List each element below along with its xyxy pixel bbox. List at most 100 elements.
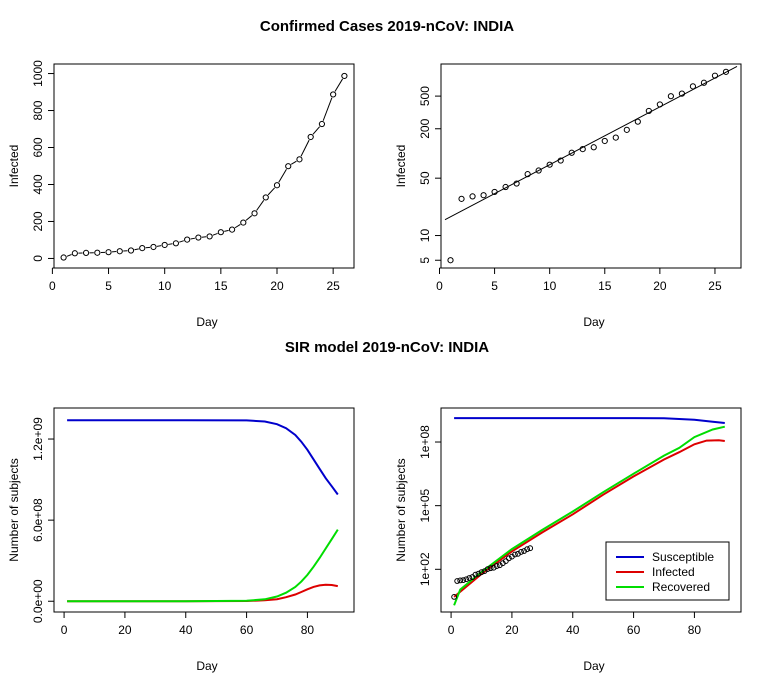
connector-segment bbox=[134, 248, 139, 251]
x-tick-label: 40 bbox=[566, 623, 580, 637]
data-point bbox=[184, 236, 191, 243]
x-tick-label: 60 bbox=[240, 623, 254, 637]
x-tick-label: 20 bbox=[653, 279, 667, 293]
y-tick-label: 200 bbox=[418, 118, 432, 138]
y-tick-label: 50 bbox=[418, 171, 432, 185]
y-tick-label: 1e+05 bbox=[418, 488, 432, 522]
connector-segment bbox=[278, 168, 287, 183]
connector-segment bbox=[224, 229, 229, 232]
chart-top-right: 0 5 10 15 20 25 5 10 50 200 500 Day Infected bbox=[394, 63, 742, 329]
data-point bbox=[656, 101, 663, 108]
x-tick-label: 20 bbox=[118, 623, 132, 637]
observed-point bbox=[475, 570, 482, 577]
x-axis-label: Day bbox=[196, 315, 217, 329]
observed-point bbox=[521, 548, 527, 554]
x-tick-label: 10 bbox=[158, 279, 172, 293]
observed-point bbox=[518, 549, 524, 555]
x-tick-label: 15 bbox=[598, 279, 612, 293]
connector-segment bbox=[322, 97, 333, 121]
data-point bbox=[590, 144, 597, 151]
data-point bbox=[579, 146, 586, 153]
observed-point bbox=[484, 566, 491, 573]
data-point bbox=[469, 193, 476, 200]
data-point bbox=[689, 83, 697, 90]
series-line-recovered bbox=[67, 529, 339, 603]
data-point bbox=[330, 91, 337, 98]
observed-point bbox=[451, 594, 458, 600]
data-point bbox=[513, 180, 520, 187]
series-line-infected bbox=[453, 439, 725, 598]
data-point bbox=[228, 226, 236, 233]
observed-point bbox=[457, 577, 464, 584]
data-point bbox=[195, 234, 202, 241]
plot-area bbox=[67, 419, 339, 603]
connector-segment bbox=[190, 237, 196, 240]
y-tick-label: 600 bbox=[31, 137, 45, 157]
data-point bbox=[524, 171, 531, 178]
y-tick-label: 5 bbox=[418, 257, 432, 264]
y-tick-label: 800 bbox=[31, 100, 45, 120]
observed-point bbox=[524, 546, 531, 553]
x-tick-label: 5 bbox=[491, 279, 498, 293]
x-tick-label: 0 bbox=[436, 279, 443, 293]
connector-segment bbox=[267, 187, 275, 196]
y-tick-label: 1000 bbox=[31, 60, 45, 87]
connector-segment bbox=[245, 215, 253, 221]
y-tick-label: 1e+08 bbox=[418, 425, 432, 459]
connector-segment bbox=[334, 78, 343, 92]
connector-segment bbox=[256, 200, 265, 211]
data-point bbox=[71, 250, 78, 257]
data-point bbox=[623, 126, 630, 133]
observed-point bbox=[454, 578, 461, 584]
data-point bbox=[296, 156, 303, 163]
x-tick-label: 10 bbox=[543, 279, 557, 293]
data-point bbox=[341, 72, 348, 80]
series-line-recovered bbox=[453, 425, 726, 606]
data-point bbox=[491, 188, 498, 196]
x-tick-label: 80 bbox=[688, 623, 702, 637]
data-point bbox=[105, 249, 112, 256]
data-point bbox=[318, 120, 326, 128]
x-tick-label: 5 bbox=[105, 279, 112, 293]
bottom-title: SIR model 2019-nCoV: INDIA bbox=[285, 339, 489, 356]
data-point bbox=[480, 192, 487, 199]
observed-point bbox=[460, 577, 467, 583]
x-tick-label: 60 bbox=[627, 623, 641, 637]
connector-segment bbox=[212, 232, 218, 236]
connector-segment bbox=[312, 126, 321, 135]
y-axis-label: Number of subjects bbox=[394, 458, 408, 561]
x-tick-label: 20 bbox=[270, 279, 284, 293]
data-point bbox=[217, 229, 224, 236]
data-point bbox=[612, 134, 619, 141]
y-tick-label: 500 bbox=[418, 86, 432, 106]
series-line-susceptible bbox=[67, 419, 339, 496]
observed-point bbox=[493, 563, 500, 569]
y-tick-label: 10 bbox=[418, 229, 432, 243]
data-point bbox=[307, 133, 314, 141]
connector-segment bbox=[168, 243, 173, 245]
plot-area bbox=[60, 72, 348, 261]
observed-point bbox=[463, 576, 470, 583]
observed-point bbox=[487, 565, 494, 572]
top-title: Confirmed Cases 2019-nCoV: INDIA bbox=[260, 18, 514, 35]
data-point bbox=[172, 240, 180, 247]
data-point bbox=[458, 195, 465, 202]
series-line-infected bbox=[67, 583, 338, 603]
connector-segment bbox=[234, 224, 241, 229]
plot-frame bbox=[53, 407, 355, 613]
connector-segment bbox=[300, 139, 310, 157]
x-axis-label: Day bbox=[583, 315, 604, 329]
data-point bbox=[116, 248, 123, 255]
connector-segment bbox=[179, 240, 184, 243]
data-point bbox=[700, 79, 708, 86]
data-point bbox=[273, 182, 281, 189]
data-point bbox=[206, 233, 213, 240]
x-tick-label: 0 bbox=[49, 279, 56, 293]
plot-frame bbox=[440, 63, 742, 269]
legend-label: Infected bbox=[652, 565, 695, 579]
y-axis-label: Number of subjects bbox=[7, 458, 21, 561]
data-point bbox=[251, 210, 258, 217]
legend-label: Susceptible bbox=[652, 550, 714, 564]
